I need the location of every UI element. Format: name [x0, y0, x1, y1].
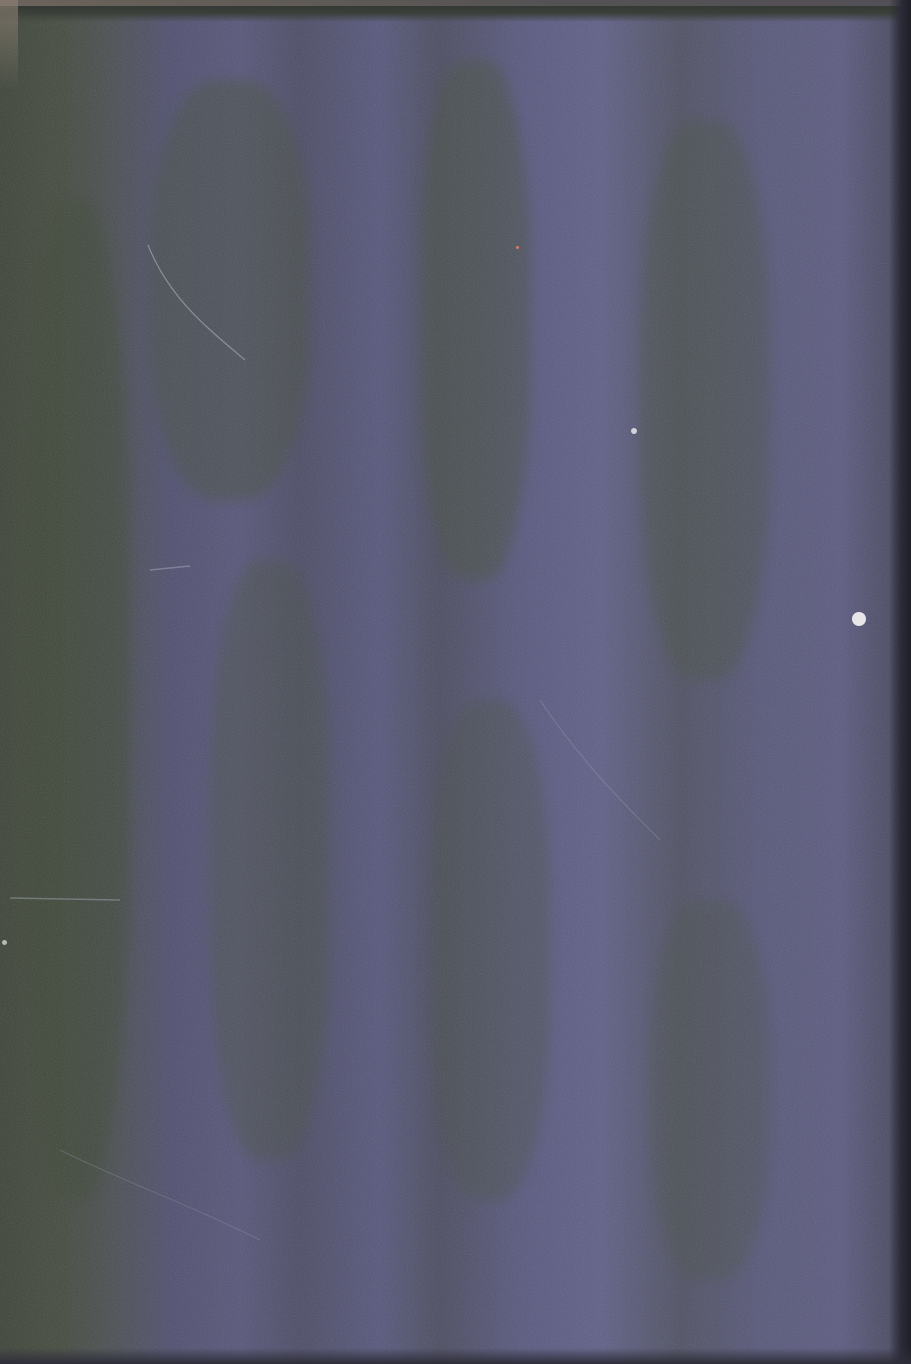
top-edge-wear	[0, 0, 911, 6]
corner-wear	[0, 0, 18, 90]
bottom-edge	[0, 1348, 911, 1364]
right-edge	[889, 0, 911, 1364]
scratch	[59, 1149, 261, 1241]
scratch	[147, 244, 246, 361]
scratch	[9, 897, 121, 901]
wear-spot	[631, 428, 637, 434]
scratch	[539, 699, 661, 841]
wear-spot	[2, 940, 7, 945]
wear-spot	[516, 246, 519, 249]
scratch	[149, 565, 191, 571]
wear-spot	[852, 612, 866, 626]
